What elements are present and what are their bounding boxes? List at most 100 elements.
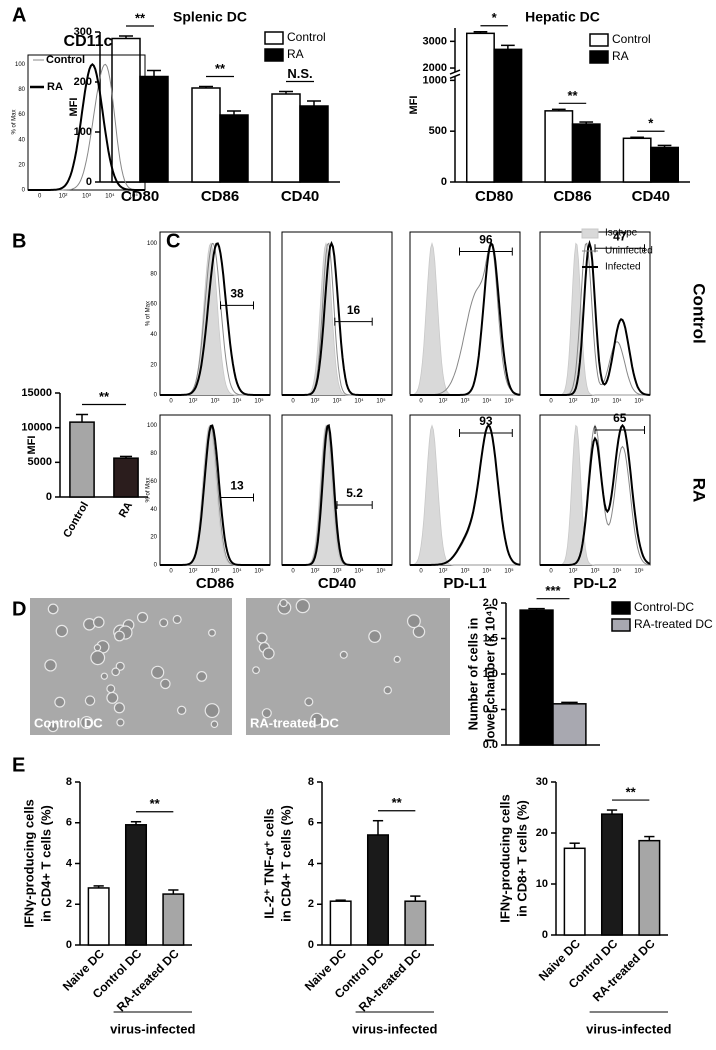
x-tick-label: 10³	[333, 399, 342, 405]
cell	[406, 614, 421, 629]
y-tick-label: 4	[308, 857, 315, 869]
legend-swatch	[264, 31, 284, 45]
infected-curve	[160, 242, 270, 396]
gate-value: 47	[613, 229, 627, 243]
bar	[519, 609, 554, 746]
cell	[176, 705, 187, 715]
x-tick-label: 10³	[82, 194, 91, 200]
y-tick-label: 100	[15, 62, 26, 68]
axis-break	[449, 69, 461, 75]
panel-label: C	[166, 230, 180, 252]
x-tick-label: 10⁴	[232, 568, 242, 575]
legend-label: RA	[47, 81, 63, 93]
x-tick-label: 10⁴	[354, 568, 364, 575]
cell	[84, 695, 96, 706]
gate-value: 65	[613, 411, 627, 425]
infected-curve	[410, 241, 521, 396]
y-axis-label: Number of cells in	[465, 618, 480, 731]
y-axis-label: IFNγ-producing cells	[497, 794, 512, 923]
x-tick-label: RA	[117, 500, 135, 520]
bar	[466, 32, 495, 183]
x-tick-label: 10⁴	[105, 193, 115, 200]
isotype-curve	[409, 424, 520, 566]
cell	[136, 611, 149, 623]
infected-curve	[410, 424, 521, 566]
x-tick-label: 0	[549, 399, 553, 405]
x-tick-label: CD40	[281, 188, 319, 205]
x-tick-label: 10³	[211, 569, 220, 575]
y-tick-label: 100	[147, 241, 158, 247]
y-tick-label: 1.5	[483, 632, 498, 644]
legend-label: Control-DC	[634, 600, 694, 614]
y-tick-label: 30	[536, 776, 548, 788]
x-tick-label: Control	[61, 500, 91, 540]
x-tick-label: 10³	[461, 569, 470, 575]
x-tick-label: 10⁵	[376, 568, 386, 575]
y-axis-label: lower chamber (× 10⁴)	[482, 606, 497, 742]
marker-label: CD40	[318, 575, 356, 592]
cell	[368, 630, 382, 643]
isotype-curve	[409, 241, 520, 396]
y-tick-label: 40	[150, 332, 157, 338]
micrograph	[30, 598, 232, 735]
cell	[106, 691, 119, 704]
y-tick-label: 80	[150, 451, 157, 457]
histogram-curve	[28, 63, 145, 191]
marker-label: CD86	[196, 575, 234, 592]
x-tick-label: 0	[169, 569, 173, 575]
legend-label: Control	[287, 30, 326, 44]
y-tick-label: 8	[308, 776, 314, 788]
y-tick-label: 8	[66, 776, 72, 788]
isotype-curve	[160, 242, 270, 396]
y-tick-label: 0	[441, 176, 447, 188]
y-tick-label: 60	[150, 302, 157, 308]
legend-label: Control	[612, 32, 651, 46]
legend-label: Isotype	[605, 228, 638, 239]
y-tick-label: 100	[74, 126, 92, 138]
y-tick-label: 200	[74, 76, 92, 88]
x-tick-label: 0	[419, 399, 423, 405]
x-tick-label: 10³	[591, 399, 600, 405]
significance-label: **	[135, 10, 146, 25]
cell	[54, 696, 66, 708]
bar	[638, 839, 661, 936]
y-tick-label: 2.0	[483, 597, 498, 609]
y-tick-label: 0	[542, 929, 548, 941]
x-tick-label: 10²	[569, 399, 578, 405]
x-tick-label: 0	[38, 194, 42, 200]
bar	[544, 110, 574, 183]
x-tick-label: 10²	[189, 569, 198, 575]
x-tick-label: 0	[169, 399, 173, 405]
marker-label: PD-L1	[443, 575, 486, 592]
chart-title: Hepatic DC	[525, 9, 600, 25]
bar	[329, 900, 352, 946]
y-axis-label: MFI	[68, 98, 80, 117]
y-axis-label: % of Max	[12, 109, 18, 134]
x-tick-label: 0	[419, 569, 423, 575]
legend-label: Control	[46, 54, 85, 66]
cell	[252, 666, 260, 675]
y-axis-label: % of Max	[146, 301, 152, 326]
isotype-curve	[282, 241, 392, 396]
cell	[106, 684, 116, 694]
significance-label: **	[150, 796, 161, 811]
x-tick-label: 0	[291, 569, 295, 575]
cell	[210, 720, 219, 729]
cell	[93, 643, 102, 652]
gate-value: 93	[479, 414, 493, 428]
x-tick-label: 10⁵	[129, 193, 139, 200]
cell	[159, 618, 169, 628]
y-tick-label: 80	[18, 87, 25, 93]
y-tick-label: 1.0	[483, 668, 498, 680]
y-tick-label: 300	[74, 26, 92, 38]
x-tick-label: CD40	[632, 188, 670, 205]
bar	[113, 457, 139, 498]
legend-label: Infected	[605, 262, 641, 273]
gate-value: 16	[347, 303, 361, 317]
cell	[160, 678, 171, 690]
legend-label: RA	[612, 49, 629, 63]
x-tick-label: 10²	[59, 194, 68, 200]
y-tick-label: 2000	[423, 62, 447, 74]
cell	[279, 598, 288, 608]
x-tick-label: 10⁵	[634, 568, 644, 575]
